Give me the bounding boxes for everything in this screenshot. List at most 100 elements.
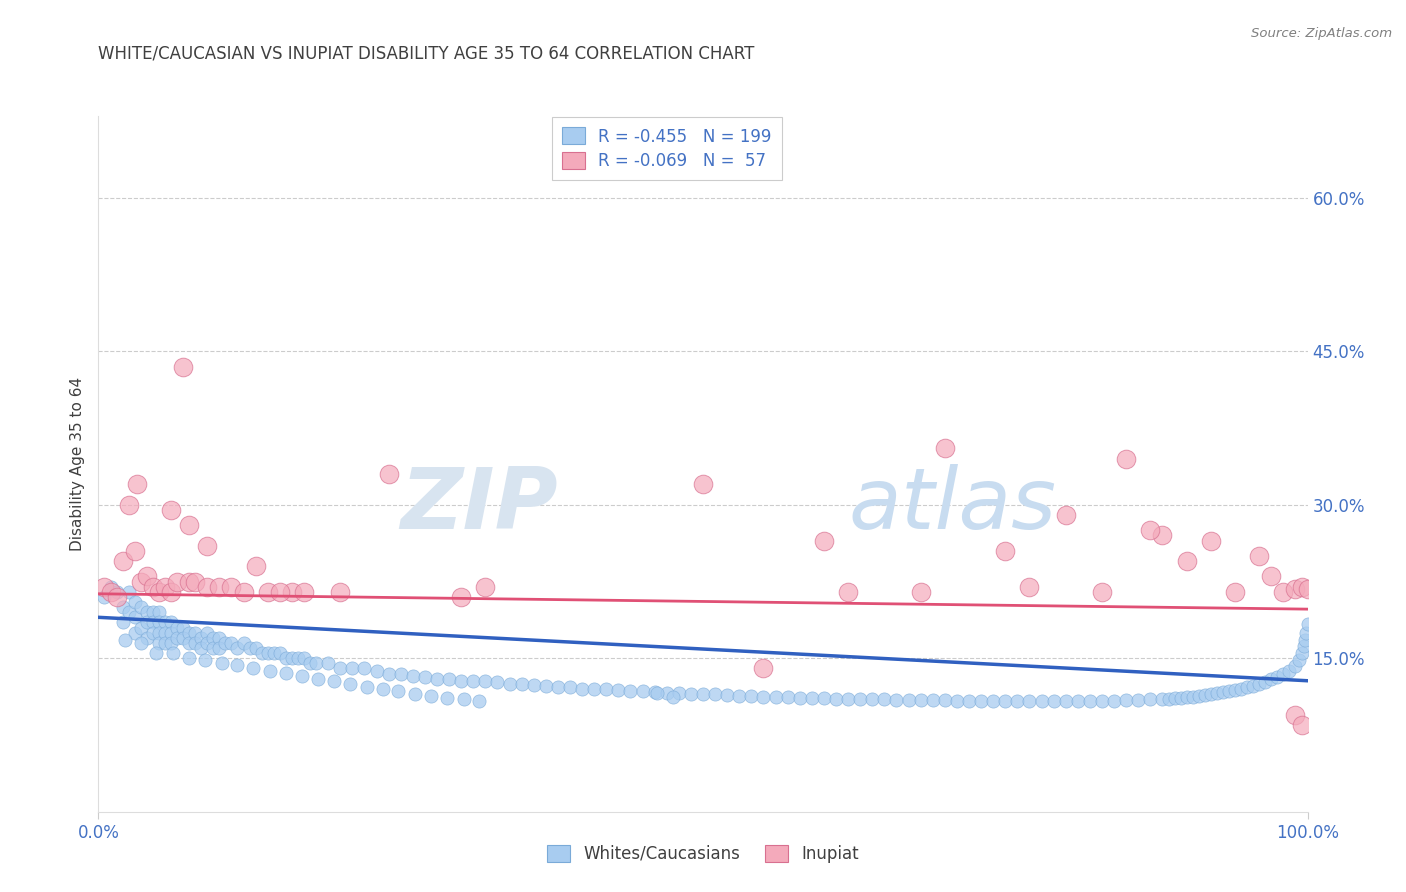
Point	[1194, 688, 1216, 702]
Point	[145, 646, 167, 660]
Point	[250, 646, 273, 660]
Point	[1284, 707, 1306, 722]
Point	[124, 544, 146, 558]
Point	[245, 559, 267, 574]
Point	[1254, 674, 1277, 689]
Point	[269, 584, 291, 599]
Point	[957, 694, 980, 708]
Legend: Whites/Caucasians, Inupiat: Whites/Caucasians, Inupiat	[540, 838, 866, 870]
Point	[148, 636, 170, 650]
Point	[274, 651, 297, 665]
Point	[910, 693, 932, 707]
Y-axis label: Disability Age 35 to 64: Disability Age 35 to 64	[70, 376, 86, 551]
Point	[970, 694, 993, 708]
Point	[195, 636, 218, 650]
Point	[474, 580, 496, 594]
Point	[100, 580, 122, 594]
Point	[179, 625, 201, 640]
Point	[994, 694, 1017, 708]
Point	[1260, 672, 1282, 686]
Point	[179, 651, 201, 665]
Point	[1157, 692, 1180, 706]
Point	[776, 690, 799, 705]
Point	[1291, 646, 1313, 660]
Point	[389, 666, 412, 681]
Point	[1249, 677, 1271, 691]
Point	[135, 615, 157, 630]
Point	[934, 693, 956, 707]
Point	[93, 580, 115, 594]
Point	[263, 646, 285, 660]
Point	[1288, 653, 1310, 667]
Point	[172, 359, 194, 374]
Point	[239, 640, 262, 655]
Point	[1067, 694, 1090, 708]
Point	[474, 673, 496, 688]
Point	[886, 693, 908, 707]
Point	[1128, 693, 1150, 707]
Point	[195, 625, 218, 640]
Point	[160, 636, 183, 650]
Point	[1267, 670, 1289, 684]
Point	[523, 678, 546, 692]
Point	[813, 533, 835, 548]
Text: Source: ZipAtlas.com: Source: ZipAtlas.com	[1251, 27, 1392, 40]
Point	[1291, 717, 1313, 731]
Point	[377, 666, 399, 681]
Point	[1230, 681, 1253, 696]
Point	[232, 636, 254, 650]
Point	[1284, 659, 1306, 673]
Point	[195, 539, 218, 553]
Point	[308, 672, 330, 686]
Point	[190, 631, 212, 645]
Point	[135, 605, 157, 619]
Point	[860, 692, 883, 706]
Point	[716, 688, 738, 702]
Point	[728, 689, 751, 703]
Point	[281, 651, 304, 665]
Point	[214, 636, 236, 650]
Text: atlas: atlas	[848, 464, 1056, 547]
Point	[211, 657, 233, 671]
Point	[105, 590, 128, 604]
Point	[226, 658, 249, 673]
Point	[329, 661, 352, 675]
Point	[420, 689, 443, 703]
Point	[153, 625, 176, 640]
Point	[1291, 580, 1313, 594]
Point	[160, 503, 183, 517]
Point	[124, 625, 146, 640]
Point	[752, 690, 775, 705]
Point	[934, 442, 956, 456]
Point	[1284, 582, 1306, 596]
Text: WHITE/CAUCASIAN VS INUPIAT DISABILITY AGE 35 TO 64 CORRELATION CHART: WHITE/CAUCASIAN VS INUPIAT DISABILITY AG…	[98, 45, 755, 62]
Point	[281, 584, 304, 599]
Point	[179, 574, 201, 589]
Point	[93, 590, 115, 604]
Point	[221, 636, 243, 650]
Point	[195, 580, 218, 594]
Point	[1042, 694, 1064, 708]
Point	[256, 584, 278, 599]
Point	[558, 680, 581, 694]
Point	[910, 584, 932, 599]
Point	[172, 631, 194, 645]
Point	[142, 605, 165, 619]
Point	[111, 554, 134, 568]
Point	[269, 646, 291, 660]
Point	[114, 632, 136, 647]
Point	[129, 636, 152, 650]
Point	[124, 610, 146, 624]
Point	[353, 661, 375, 675]
Point	[290, 668, 312, 682]
Point	[1212, 685, 1234, 699]
Point	[644, 685, 666, 699]
Point	[148, 615, 170, 630]
Point	[498, 677, 520, 691]
Point	[619, 684, 641, 698]
Point	[1007, 694, 1029, 708]
Point	[1139, 524, 1161, 538]
Point	[1260, 569, 1282, 583]
Point	[655, 686, 678, 700]
Point	[837, 692, 859, 706]
